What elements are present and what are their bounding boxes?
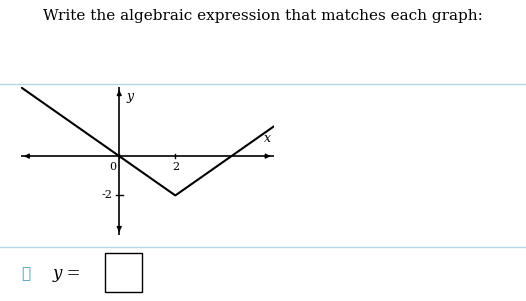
Text: x: x — [265, 132, 271, 145]
Text: -2: -2 — [102, 191, 112, 200]
Text: 2: 2 — [172, 162, 179, 172]
Text: 0: 0 — [109, 162, 117, 172]
Text: y =: y = — [53, 265, 81, 282]
Text: ∷: ∷ — [21, 267, 30, 281]
Text: y: y — [126, 90, 134, 103]
Text: Write the algebraic expression that matches each graph:: Write the algebraic expression that matc… — [43, 9, 483, 23]
